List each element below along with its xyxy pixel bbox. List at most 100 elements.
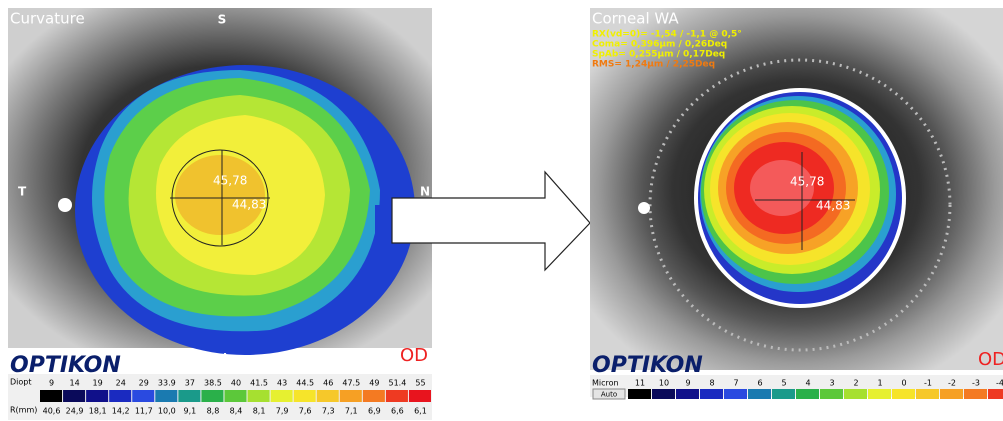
dir-label: I (223, 351, 227, 364)
title: Curvature (10, 10, 85, 28)
scale-value: 11,7 (135, 407, 153, 416)
scale-value: 10 (659, 379, 669, 388)
scale-value: 6 (757, 379, 762, 388)
scale-value: 3 (829, 379, 834, 388)
scale-value: 10,0 (158, 407, 176, 416)
right-panel: Corneal WA RX(vd=0)= -1,54 / -1,1 @ 0,5°… (590, 8, 1003, 399)
scale-value: 14,2 (112, 407, 130, 416)
scale-label: R(mm) (10, 406, 37, 415)
k-value: 45,78 (213, 174, 247, 188)
scale-color (294, 390, 316, 402)
scale-value: 29 (139, 379, 149, 388)
scale-color (132, 390, 154, 402)
scale-value: 49 (369, 379, 379, 388)
scale-value: 6,1 (414, 407, 427, 416)
scale-color (386, 390, 408, 402)
auto-button-label[interactable]: Auto (601, 391, 617, 399)
scale-value: 8 (709, 379, 714, 388)
scale-value: 44.5 (296, 379, 314, 388)
scale-value: 9,1 (184, 407, 197, 416)
scale-color (916, 389, 939, 399)
scale-value: 18,1 (89, 407, 107, 416)
scale-color (724, 389, 747, 399)
scale-value: 41.5 (250, 379, 268, 388)
scale-color (40, 390, 62, 402)
scale-value: 5 (781, 379, 786, 388)
scale-value: 6,6 (391, 407, 404, 416)
title: Corneal WA (592, 10, 679, 28)
scale-color (86, 390, 108, 402)
scale-value: 37 (185, 379, 195, 388)
scale-color (700, 389, 723, 399)
scale-value: 8,1 (253, 407, 266, 416)
scale-color (201, 390, 223, 402)
map-orange (175, 155, 265, 235)
scale-color (63, 390, 85, 402)
scale-color (224, 390, 246, 402)
scale-value: 46 (323, 379, 333, 388)
scale-value: 7,9 (276, 407, 289, 416)
scale-color (409, 390, 431, 402)
scale-color (844, 389, 867, 399)
scale-value: 7,1 (345, 407, 358, 416)
scale-value: 24,9 (66, 407, 84, 416)
scale-color (748, 389, 771, 399)
info-line: RMS= 1,24µm / 2,25Deq (592, 60, 715, 70)
scale-value: 9 (49, 379, 54, 388)
eye-label: OD (978, 349, 1003, 370)
info-line: Coma= 0,396µm / 0,26Deq (592, 40, 727, 50)
scale-color (964, 389, 987, 399)
scale-value: 7,3 (322, 407, 335, 416)
scale-value: 33.9 (158, 379, 176, 388)
logo: OPTIKON (592, 353, 703, 378)
scale-value: 8,8 (207, 407, 220, 416)
screen: Curvature S T N I 45,78 44,83 OPTIKON OD… (0, 0, 1003, 421)
scale-color (248, 390, 270, 402)
scale-value: -3 (972, 379, 980, 388)
scale-color (109, 390, 131, 402)
scale-color (676, 389, 699, 399)
scale-value: 51.4 (389, 379, 407, 388)
scale-color (988, 389, 1003, 399)
scale-color (628, 389, 651, 399)
scale-value: 43 (277, 379, 287, 388)
scale-color (940, 389, 963, 399)
scale-value: 7,6 (299, 407, 312, 416)
scale-color (652, 389, 675, 399)
scale-value: 4 (805, 379, 810, 388)
reflex (58, 198, 72, 212)
scale-color (155, 390, 177, 402)
scale-value: 38.5 (204, 379, 222, 388)
left-panel: Curvature S T N I 45,78 44,83 OPTIKON OD… (8, 8, 432, 420)
scale-color (363, 390, 385, 402)
reflex (638, 202, 650, 214)
scale-value: 24 (116, 379, 126, 388)
scale-color (340, 390, 362, 402)
info-line: SpAb= 0,255µm / 0,17Deq (592, 50, 725, 60)
scale-value: 47.5 (342, 379, 360, 388)
scale-value: -4 (996, 379, 1003, 388)
scale-label: Diopt (10, 378, 32, 387)
k-value: 44,83 (232, 198, 266, 212)
scale-color (868, 389, 891, 399)
scale-value: 40,6 (43, 407, 61, 416)
scale-value: 8,4 (230, 407, 243, 416)
scale-value: 0 (901, 379, 906, 388)
scale-color (178, 390, 200, 402)
scale-value: 9 (685, 379, 690, 388)
k-value: 44,83 (816, 199, 850, 213)
scale-value: 2 (853, 379, 858, 388)
scale-value: 14 (69, 379, 79, 388)
scale-color (772, 389, 795, 399)
eye-label: OD (400, 345, 428, 366)
scale-value: 55 (415, 379, 425, 388)
scale-label: Micron (592, 379, 619, 388)
scale-value: -1 (924, 379, 932, 388)
scale-value: 7 (733, 379, 738, 388)
scale-value: 19 (93, 379, 103, 388)
k-value: 45,78 (790, 175, 824, 189)
scale-color (796, 389, 819, 399)
scale-color (271, 390, 293, 402)
scale-value: -2 (948, 379, 956, 388)
dir-label: N (420, 185, 430, 199)
